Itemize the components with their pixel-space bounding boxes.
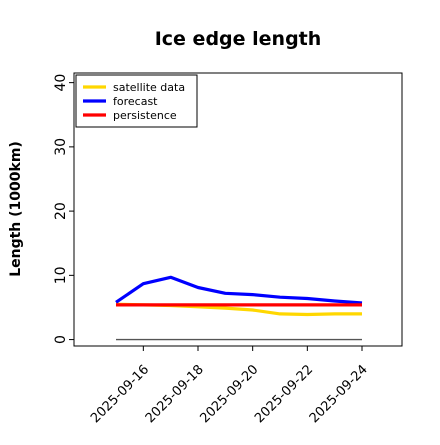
y-tick-label: 0 <box>53 335 69 344</box>
x-tick-label: 2025-09-24 <box>307 362 371 426</box>
chart-title: Ice edge length <box>155 28 322 50</box>
legend-label: persistence <box>113 109 177 122</box>
y-tick-label: 10 <box>53 266 69 284</box>
y-tick-label: 30 <box>53 138 69 156</box>
plot-frame <box>73 72 403 347</box>
y-axis-label: Length (1000km) <box>8 141 24 277</box>
y-tick-label: 40 <box>53 74 69 92</box>
legend-label: forecast <box>113 95 158 108</box>
legend-label: satellite data <box>113 81 185 94</box>
y-tick-label: 20 <box>53 202 69 220</box>
series-line-forecast <box>115 275 363 305</box>
